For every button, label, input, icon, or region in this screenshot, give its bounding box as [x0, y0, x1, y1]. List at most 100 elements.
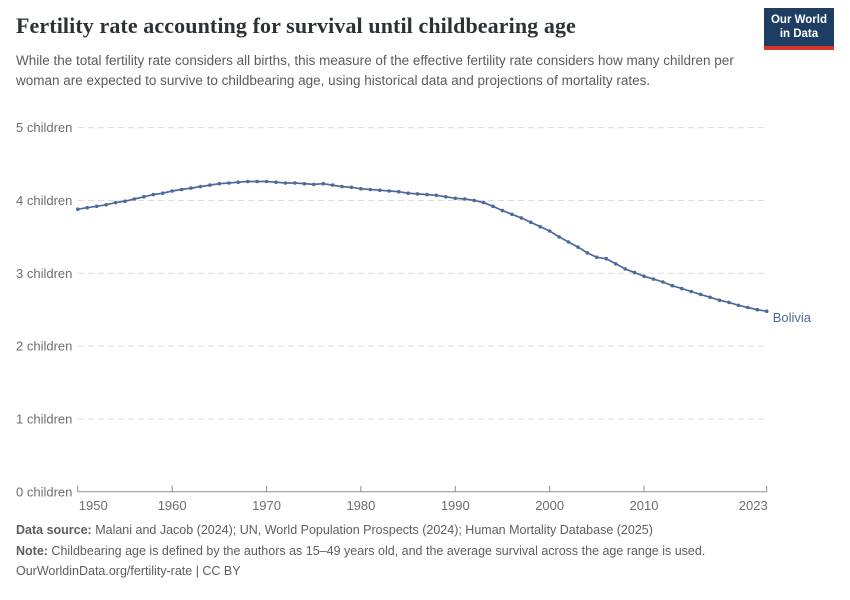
data-point-2023[interactable]	[764, 309, 769, 314]
data-point-1950[interactable]	[76, 207, 80, 211]
data-point-1986[interactable]	[415, 192, 420, 196]
data-point-2017[interactable]	[708, 295, 712, 300]
data-point-1993[interactable]	[481, 200, 486, 205]
chart-footer: Data source: Malani and Jacob (2024); UN…	[16, 520, 836, 582]
data-point-1958[interactable]	[151, 192, 156, 197]
data-point-1957[interactable]	[142, 195, 146, 199]
data-point-2010[interactable]	[642, 274, 646, 279]
data-point-1971[interactable]	[274, 180, 278, 184]
data-point-2006[interactable]	[604, 256, 609, 261]
data-point-1967[interactable]	[236, 180, 240, 184]
data-point-1999[interactable]	[538, 224, 542, 229]
data-point-1972[interactable]	[283, 181, 288, 185]
data-point-1969[interactable]	[255, 179, 259, 184]
data-point-2022[interactable]	[755, 307, 760, 312]
data-point-1963[interactable]	[198, 184, 203, 189]
data-point-2018[interactable]	[717, 298, 722, 303]
data-point-2007[interactable]	[613, 262, 618, 266]
data-point-2005[interactable]	[595, 255, 599, 260]
data-point-2011[interactable]	[651, 277, 656, 281]
x-axis-label-2023: 2023	[739, 498, 768, 513]
data-point-2015[interactable]	[689, 289, 693, 294]
data-point-1980[interactable]	[359, 187, 363, 191]
license-link[interactable]: OurWorldinData.org/fertility-rate | CC B…	[16, 564, 241, 578]
data-source-line: Data source: Malani and Jacob (2024); UN…	[16, 520, 836, 541]
data-point-1978[interactable]	[340, 184, 344, 189]
data-point-1975[interactable]	[311, 182, 316, 187]
data-point-1956[interactable]	[132, 197, 137, 201]
data-point-2001[interactable]	[557, 235, 561, 239]
data-point-1954[interactable]	[113, 200, 118, 205]
data-point-2021[interactable]	[746, 305, 750, 310]
data-source-label: Data source:	[16, 523, 92, 537]
data-point-1962[interactable]	[189, 186, 193, 190]
data-point-1985[interactable]	[406, 191, 410, 195]
data-point-1996[interactable]	[510, 212, 514, 217]
x-axis-label-2010: 2010	[630, 498, 659, 513]
data-point-1989[interactable]	[444, 195, 448, 199]
data-point-1951[interactable]	[85, 205, 89, 210]
data-source-text: Malani and Jacob (2024); UN, World Popul…	[91, 523, 653, 537]
data-point-1961[interactable]	[179, 187, 184, 192]
data-point-1960[interactable]	[170, 189, 174, 193]
data-point-2012[interactable]	[661, 280, 665, 284]
data-point-2002[interactable]	[566, 240, 571, 244]
owid-logo-line1: Our World	[770, 14, 827, 26]
data-point-1952[interactable]	[94, 204, 99, 209]
chart-title: Fertility rate accounting for survival u…	[16, 13, 576, 38]
data-point-1977[interactable]	[330, 183, 335, 187]
data-point-2016[interactable]	[698, 292, 703, 297]
data-point-1991[interactable]	[462, 197, 467, 201]
data-point-2003[interactable]	[576, 245, 580, 249]
data-point-1955[interactable]	[123, 199, 127, 203]
data-point-1970[interactable]	[264, 179, 269, 184]
x-axis-label-1980: 1980	[346, 498, 375, 513]
data-point-1965[interactable]	[217, 181, 222, 186]
y-axis-label-1: 1 children	[16, 411, 72, 426]
data-point-2013[interactable]	[670, 283, 675, 288]
data-point-1966[interactable]	[227, 181, 231, 185]
data-point-1959[interactable]	[160, 191, 165, 195]
data-point-1984[interactable]	[396, 189, 401, 194]
data-point-1998[interactable]	[529, 220, 533, 225]
data-point-2000[interactable]	[547, 229, 552, 233]
series-end-label-bolivia: Bolivia	[773, 310, 812, 325]
data-point-1992[interactable]	[472, 198, 477, 203]
y-axis-label-2: 2 children	[16, 339, 72, 354]
data-point-1979[interactable]	[349, 185, 354, 190]
data-point-2008[interactable]	[623, 267, 627, 271]
note-line: Note: Childbearing age is defined by the…	[16, 541, 836, 562]
note-text: Childbearing age is defined by the autho…	[47, 543, 706, 558]
data-point-1994[interactable]	[491, 204, 495, 209]
data-point-2014[interactable]	[680, 286, 684, 291]
data-point-1988[interactable]	[434, 193, 439, 198]
data-point-1976[interactable]	[321, 181, 326, 186]
x-axis-label-1990: 1990	[441, 498, 470, 513]
data-point-1973[interactable]	[293, 181, 297, 185]
note-label: Note:	[16, 543, 48, 558]
owid-logo[interactable]: Our World in Data	[763, 8, 834, 50]
data-point-2020[interactable]	[736, 303, 741, 308]
data-point-1995[interactable]	[500, 208, 505, 213]
owid-logo-line2: in Data	[779, 27, 819, 40]
y-axis-label-4: 4 children	[16, 193, 72, 208]
data-point-1968[interactable]	[245, 179, 250, 184]
data-point-1987[interactable]	[425, 192, 429, 197]
data-point-1964[interactable]	[208, 183, 212, 187]
data-point-2019[interactable]	[727, 300, 731, 305]
series-line-bolivia[interactable]	[76, 180, 768, 313]
x-axis-label-1970: 1970	[252, 498, 281, 513]
data-point-1983[interactable]	[387, 189, 392, 193]
data-point-1982[interactable]	[378, 188, 382, 192]
data-point-2004[interactable]	[585, 251, 590, 255]
data-point-1974[interactable]	[302, 181, 307, 186]
y-axis-label-0: 0 children	[16, 484, 72, 499]
chart-subtitle: While the total fertility rate considers…	[16, 53, 734, 88]
data-point-1953[interactable]	[104, 203, 108, 207]
data-point-2009[interactable]	[632, 270, 637, 275]
data-point-1981[interactable]	[368, 187, 373, 192]
data-point-1997[interactable]	[519, 216, 524, 220]
data-point-1990[interactable]	[453, 196, 458, 201]
